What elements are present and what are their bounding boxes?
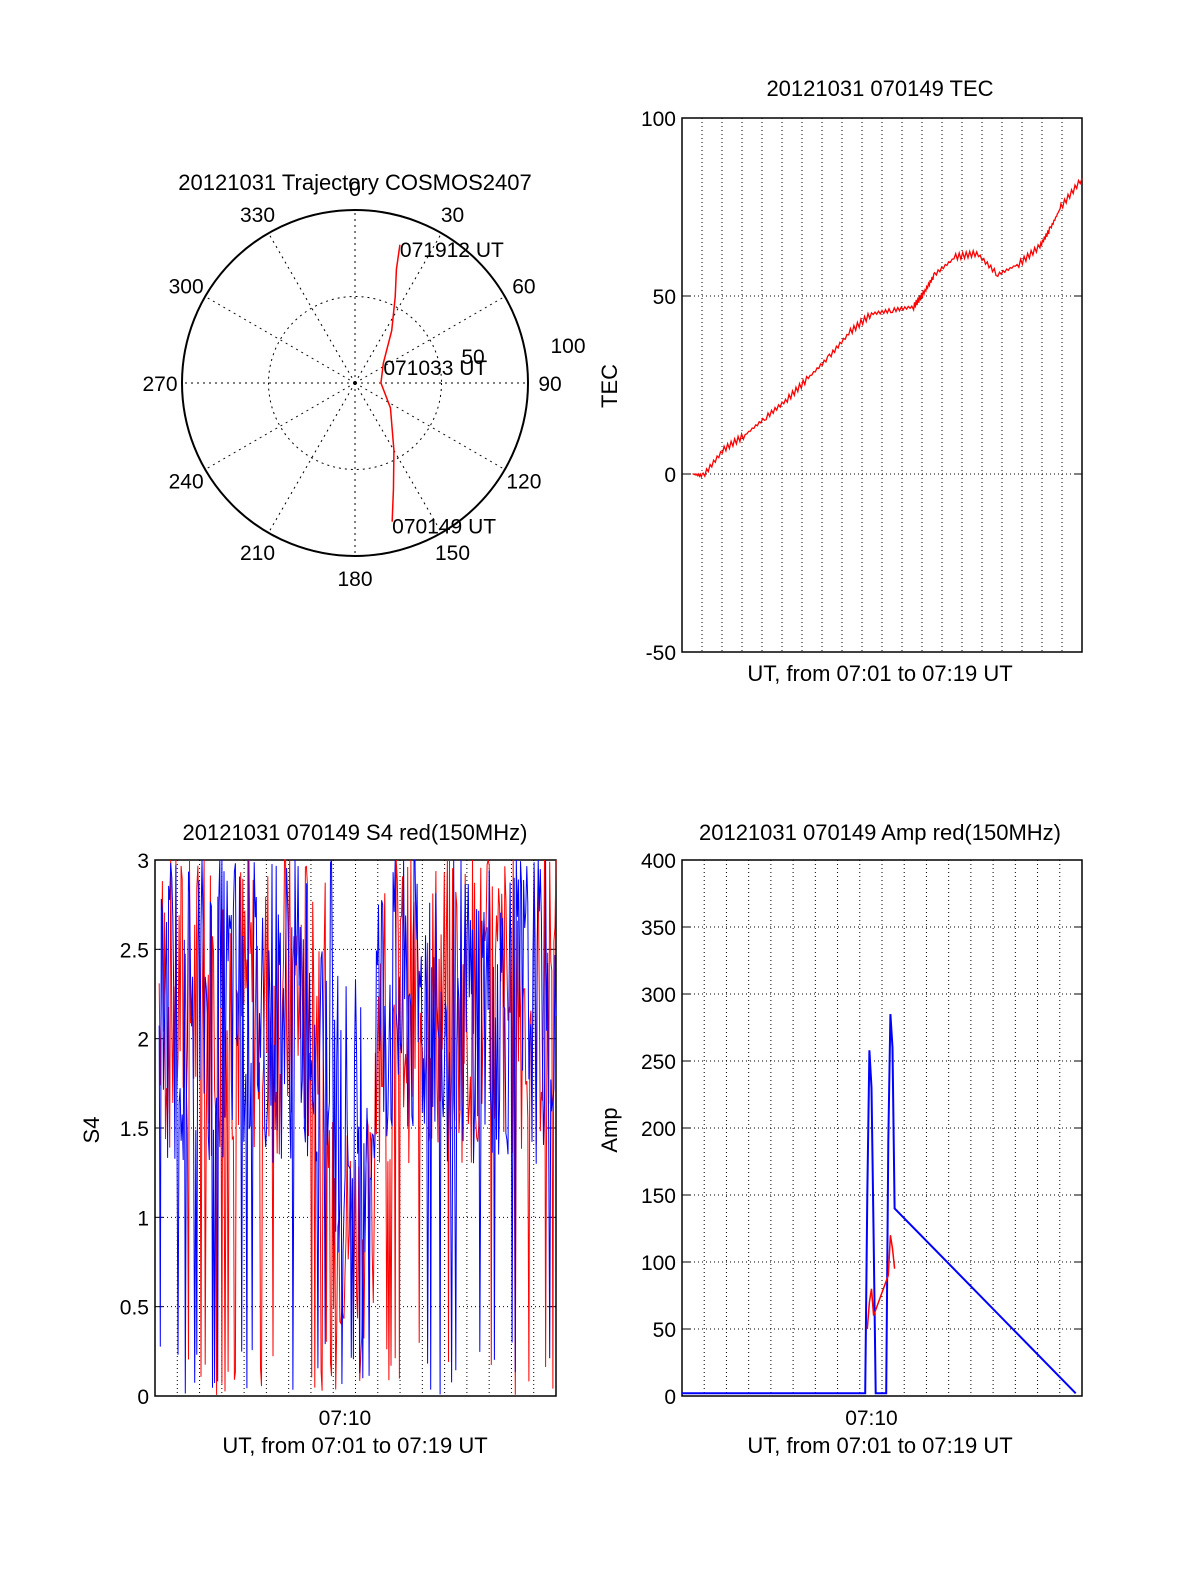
amp-red-series-line — [866, 1235, 896, 1330]
amp-ytick-label: 250 — [641, 1051, 676, 1074]
polar-spoke — [204, 382, 356, 470]
amp-blue-series-line — [682, 1014, 1077, 1395]
s4-ytick-label: 2 — [137, 1029, 149, 1052]
polar-azimuth-label: 180 — [337, 568, 372, 591]
polar-azimuth-label: 330 — [240, 204, 275, 227]
polar-azimuth-label: 240 — [169, 471, 204, 494]
tec-series-line — [692, 178, 1083, 479]
polar-spoke — [354, 232, 442, 384]
s4-ytick-label: 1 — [137, 1207, 149, 1230]
amp-xlabel: UT, from 07:01 to 07:19 UT — [747, 1433, 1012, 1458]
tec-xlabel: UT, from 07:01 to 07:19 UT — [747, 661, 1012, 686]
polar-spoke — [204, 296, 356, 384]
polar-azimuth-label: 150 — [435, 542, 470, 565]
polar-spoke — [354, 382, 442, 534]
tec-ytick-label: -50 — [646, 642, 676, 665]
tec-chart: 20121031 070149 TEC UT, from 07:01 to 07… — [597, 76, 1083, 686]
polar-time-label: 071912 UT — [400, 239, 504, 262]
polar-azimuth-label: 30 — [441, 204, 464, 227]
polar-azimuth-label: 210 — [240, 542, 275, 565]
amp-ylabel: Amp — [597, 1107, 622, 1152]
s4-ylabel: S4 — [79, 1117, 104, 1144]
amp-chart: 20121031 070149 Amp red(150MHz) UT, from… — [597, 820, 1083, 1458]
amp-ytick-label: 100 — [641, 1252, 676, 1275]
tec-ylabel: TEC — [597, 364, 622, 408]
polar-spoke — [354, 382, 506, 470]
polar-radial-label: 50 — [461, 346, 484, 369]
polar-azimuth-label: 90 — [538, 373, 561, 396]
tec-ytick-label: 0 — [664, 464, 676, 487]
polar-spoke — [354, 296, 506, 384]
amp-xtick-label: 07:10 — [845, 1407, 898, 1430]
polar-azimuth-label: 60 — [512, 276, 535, 299]
amp-ytick-label: 400 — [641, 850, 676, 873]
tec-ytick-label: 100 — [641, 108, 676, 131]
s4-ytick-label: 0.5 — [120, 1297, 149, 1320]
polar-time-label: 071033 UT — [383, 357, 487, 380]
amp-ytick-label: 0 — [664, 1386, 676, 1409]
polar-trajectory-line — [380, 244, 401, 522]
s4-ytick-label: 1.5 — [120, 1118, 149, 1141]
s4-blue-series-line — [158, 859, 557, 1395]
tec-title: 20121031 070149 TEC — [766, 76, 993, 101]
polar-radial-label: 100 — [550, 335, 585, 358]
polar-spoke — [268, 232, 356, 384]
amp-ytick-label: 150 — [641, 1185, 676, 1208]
s4-chart: 20121031 070149 S4 red(150MHz) UT, from … — [79, 820, 557, 1458]
s4-red-series-line — [158, 859, 557, 1395]
s4-ytick-label: 0 — [137, 1386, 149, 1409]
amp-ytick-label: 350 — [641, 917, 676, 940]
polar-outer-circle — [181, 209, 529, 557]
s4-xtick-label: 07:10 — [319, 1407, 372, 1430]
polar-time-label: 070149 UT — [392, 516, 496, 539]
polar-azimuth-label: 120 — [506, 471, 541, 494]
polar-title: 20121031 Trajectory COSMOS2407 — [178, 170, 531, 195]
polar-azimuth-label: 270 — [142, 373, 177, 396]
s4-xlabel: UT, from 07:01 to 07:19 UT — [222, 1433, 487, 1458]
polar-spoke — [268, 382, 356, 534]
s4-ytick-label: 3 — [137, 850, 149, 873]
s4-ytick-label: 2.5 — [120, 939, 149, 962]
amp-ytick-label: 50 — [653, 1319, 676, 1342]
polar-azimuth-label: 0 — [349, 178, 361, 201]
tec-ytick-label: 50 — [653, 286, 676, 309]
amp-ytick-label: 300 — [641, 984, 676, 1007]
polar-azimuth-label: 300 — [169, 276, 204, 299]
amp-ytick-label: 200 — [641, 1118, 676, 1141]
s4-title: 20121031 070149 S4 red(150MHz) — [183, 820, 528, 845]
polar-inner-circle — [268, 296, 442, 470]
polar-trajectory-chart: 20121031 Trajectory COSMOS2407 0 30 60 90 12… — [142, 170, 585, 591]
amp-title: 20121031 070149 Amp red(150MHz) — [699, 820, 1061, 845]
